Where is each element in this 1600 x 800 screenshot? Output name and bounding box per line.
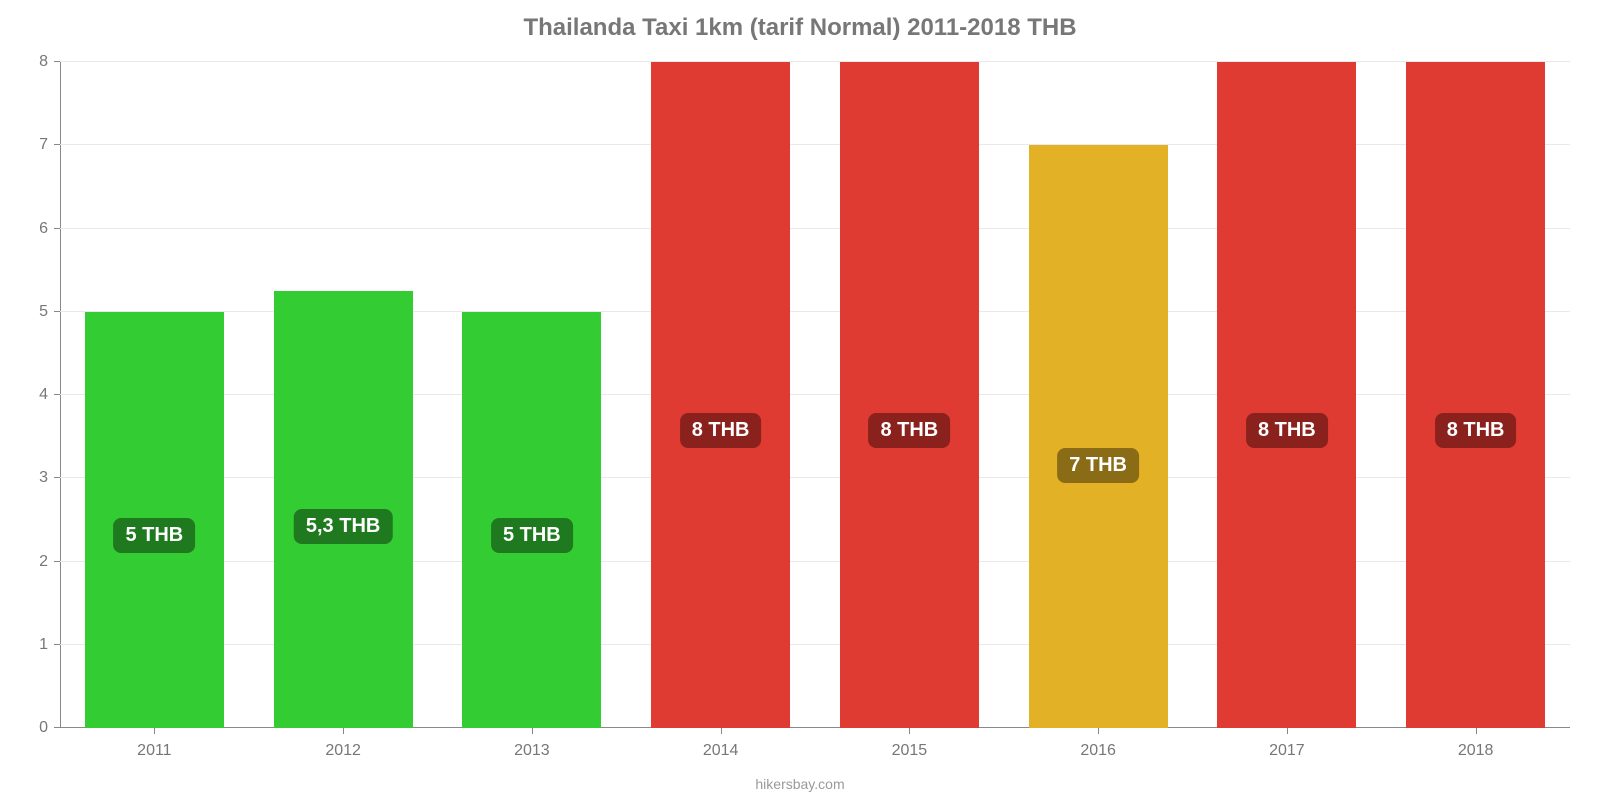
y-tick-label: 6	[39, 220, 60, 238]
bar: 5,3 THB	[274, 291, 413, 728]
y-axis-line	[60, 62, 61, 728]
bar-value-label: 7 THB	[1057, 448, 1139, 483]
bar-chart: Thailanda Taxi 1km (tarif Normal) 2011-2…	[0, 0, 1600, 800]
y-tick-label: 5	[39, 303, 60, 321]
bar-value-label: 5 THB	[491, 518, 573, 553]
x-tick-label: 2017	[1269, 728, 1305, 760]
bar-value-label: 8 THB	[680, 413, 762, 448]
y-tick-label: 4	[39, 386, 60, 404]
x-tick-label: 2015	[892, 728, 928, 760]
bar-value-label: 8 THB	[1246, 413, 1328, 448]
y-tick-label: 7	[39, 136, 60, 154]
chart-source: hikersbay.com	[0, 776, 1600, 792]
chart-title: Thailanda Taxi 1km (tarif Normal) 2011-2…	[0, 0, 1600, 42]
bar-value-label: 5,3 THB	[294, 509, 392, 544]
y-tick-label: 8	[39, 53, 60, 71]
bar-value-label: 5 THB	[113, 518, 195, 553]
bar-value-label: 8 THB	[868, 413, 950, 448]
x-tick-label: 2012	[325, 728, 361, 760]
x-tick-label: 2016	[1080, 728, 1116, 760]
x-tick-label: 2014	[703, 728, 739, 760]
bar-value-label: 8 THB	[1435, 413, 1517, 448]
y-tick-label: 3	[39, 469, 60, 487]
x-tick-label: 2013	[514, 728, 550, 760]
x-tick-label: 2018	[1458, 728, 1494, 760]
y-tick-label: 1	[39, 636, 60, 654]
bar: 8 THB	[840, 62, 979, 728]
x-tick-label: 2011	[137, 728, 171, 760]
bar: 7 THB	[1029, 145, 1168, 728]
y-tick-label: 0	[39, 719, 60, 737]
plot-area: 0123456785 THB20115,3 THB20125 THB20138 …	[60, 62, 1570, 728]
bar: 8 THB	[1406, 62, 1545, 728]
bar: 8 THB	[1217, 62, 1356, 728]
y-tick-label: 2	[39, 553, 60, 571]
bar: 5 THB	[85, 312, 224, 728]
bar: 8 THB	[651, 62, 790, 728]
bar: 5 THB	[462, 312, 601, 728]
